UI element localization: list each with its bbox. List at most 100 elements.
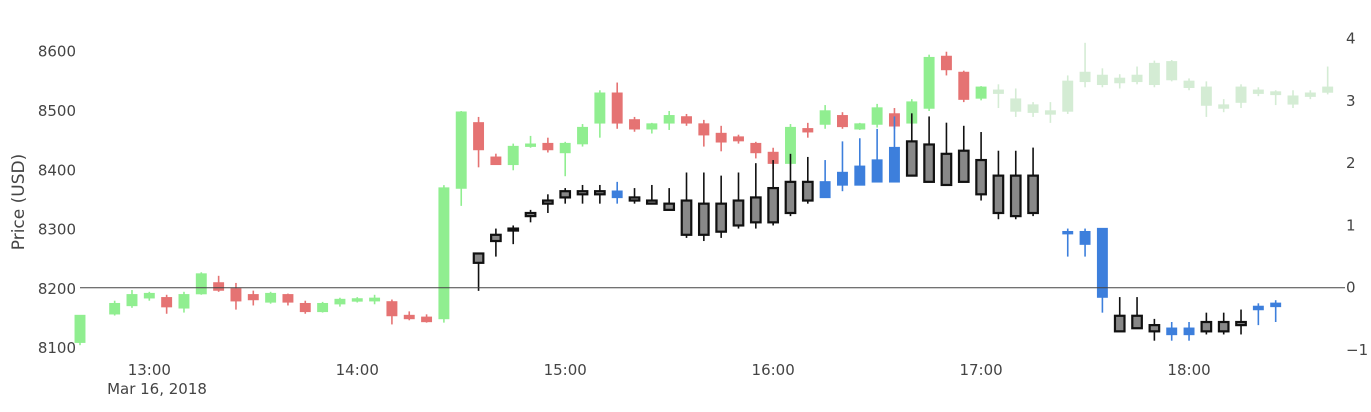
candle-body [697,202,710,236]
candle-body [905,140,918,177]
y-tick-label: 8300 [38,221,76,239]
y2-tick-label: 0 [1346,279,1356,297]
candle [1270,90,1282,106]
candle [1252,303,1264,326]
candle-body [542,142,554,151]
candle-body [958,71,970,100]
candle [715,175,728,238]
candle-body [975,158,987,196]
candle [351,297,363,303]
candle-body [1252,305,1264,311]
candle [161,294,173,314]
candle-body [819,110,831,125]
candle [143,291,155,301]
candle [1200,312,1213,335]
candle [577,124,588,147]
candle [1027,147,1039,217]
candle-body [1010,98,1022,112]
candle [663,188,676,211]
candle-body [109,302,121,315]
candle [507,225,520,245]
candle [646,122,658,134]
candle-body [1270,91,1282,96]
candle-body [351,298,363,302]
candle [733,134,744,144]
candle-body [386,301,398,317]
candle-body [472,252,485,264]
candle [472,252,485,291]
candle [1096,227,1108,313]
candle [1287,90,1299,109]
candle [1044,102,1056,123]
candle-body [507,145,519,166]
candle [1114,74,1126,89]
candle-body [698,123,710,136]
candle-body [490,156,502,166]
candle [1166,322,1178,341]
y-axis-title: Price (USD) [9,154,29,250]
candle-body [1322,86,1334,93]
candle [767,160,780,226]
candle [299,300,311,314]
candle [871,128,883,183]
candle [992,150,1005,220]
candle [559,188,572,204]
candle-body [178,294,190,309]
candle [645,184,658,205]
candle [1270,300,1282,323]
candle [473,116,485,168]
candle-body [1009,174,1022,218]
candle [265,291,277,304]
candle [126,290,138,308]
candle-body [1027,174,1039,215]
candle [109,300,121,316]
candle-body [369,297,381,302]
candle-body [975,86,987,99]
y2-tick-label: 2 [1346,154,1356,172]
candle-body [299,302,311,313]
candle-body [888,146,900,183]
candle [593,184,606,204]
y-tick-label: 8100 [38,339,76,357]
candle [542,137,554,153]
y2-tick-label: 3 [1346,92,1356,110]
candle [698,119,710,147]
y-tick-label: 8600 [38,43,76,61]
candle-body [854,165,866,186]
candle [681,113,692,126]
candle [1079,228,1091,257]
candle-body [542,199,554,205]
candle-body [871,107,883,125]
candle [732,172,745,229]
candle [975,86,987,101]
candle-body [1027,104,1039,113]
candle-body [1062,230,1074,235]
candle-body [663,115,675,124]
candle-body [507,227,520,232]
candle [749,163,762,229]
candle-body [611,92,623,124]
candle [802,122,814,138]
candle [923,54,935,111]
candle-body [1096,74,1108,86]
candle-body [594,92,606,124]
candle-body [265,292,277,303]
candle-body [1235,86,1247,103]
candle [438,185,450,323]
x-tick-label: 17:00 [959,361,1002,379]
candle [663,111,675,130]
candle [195,272,207,295]
candle-body [837,171,848,186]
candle-body [923,143,935,183]
candle-body [1148,324,1161,333]
candle-body [784,180,797,215]
candle-body [282,294,294,303]
candle-body [940,152,953,187]
candle-body [1044,110,1056,115]
candle-body [455,111,467,189]
candle-body [247,294,259,301]
candle-body [715,132,727,143]
candle [1010,88,1022,117]
candle-body [629,119,640,130]
candle-body [1183,80,1195,88]
